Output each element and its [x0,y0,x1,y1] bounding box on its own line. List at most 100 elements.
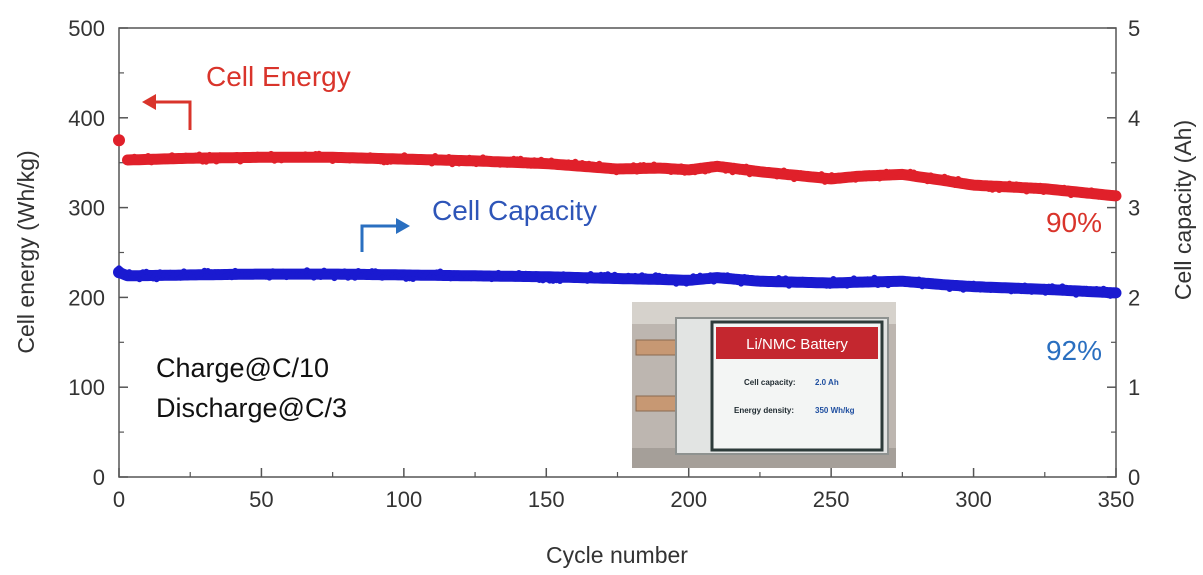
data-point [447,275,454,282]
x-tick-label-50: 50 [249,487,273,512]
data-point [228,274,235,281]
data-point [594,276,601,283]
data-point [630,162,637,169]
left-arrowhead-icon [142,94,156,110]
data-point [919,283,926,290]
data-point [179,156,186,163]
x-tick-label-250: 250 [813,487,850,512]
data-point [777,172,784,179]
data-point [1066,285,1073,292]
right-y-tick-label-1: 1 [1128,375,1140,400]
data-point [527,162,534,169]
left-y-tick-label-300: 300 [68,196,105,221]
data-point [799,276,806,283]
data-point [280,268,287,275]
data-point [686,278,693,285]
data-point [868,278,874,285]
right-y-tick-label-3: 3 [1128,196,1140,221]
data-point [633,168,640,175]
capacity-retention-label: 92% [1046,335,1102,366]
data-point [968,179,975,186]
data-point [410,276,416,282]
battery-density-value: 350 Wh/kg [815,406,855,415]
data-point [437,268,444,275]
data-point [743,163,750,170]
data-point [775,275,782,281]
data-point [707,272,714,279]
data-point [466,154,473,161]
data-point [218,269,225,276]
data-point [271,157,278,164]
data-point [1091,189,1098,196]
data-point [210,154,216,161]
data-point [951,182,958,188]
right-y-tick-label-2: 2 [1128,285,1140,310]
data-point [584,277,591,284]
data-point [379,274,386,281]
left-y-tick-label-100: 100 [68,375,105,400]
data-point [635,277,642,284]
data-point [1097,290,1103,297]
left-y-tick-label-200: 200 [68,285,105,310]
battery-density-label: Energy density: [734,406,794,415]
data-point [146,269,153,276]
data-point [515,270,522,276]
data-point [145,153,152,159]
data-point [1112,191,1119,198]
data-point [703,278,710,284]
data-point [1061,184,1068,191]
data-point [317,274,324,280]
data-point [558,160,565,167]
data-point [1042,289,1049,296]
data-point [341,268,348,275]
data-point [126,269,133,276]
data-point [430,274,437,281]
data-point [398,156,404,163]
initial-data-point [113,266,125,279]
data-point [827,282,833,289]
data-point [512,275,519,282]
data-point [1103,287,1110,294]
right-y-tick-label-0: 0 [1128,465,1140,490]
right-y-tick-label-5: 5 [1128,16,1140,41]
right-arrow-icon [360,224,398,252]
data-point [632,272,639,279]
data-point [370,153,377,160]
x-axis-title: Cycle number [546,542,688,568]
data-point [1037,182,1044,189]
data-point [483,155,490,162]
data-point [351,274,358,281]
data-point [580,273,587,280]
data-point [797,170,804,177]
charge-condition: Charge@C/10 [156,353,329,383]
data-point [307,269,314,276]
data-point [268,150,275,157]
energy-annotation: Cell Energy [206,61,351,92]
data-point [1023,188,1030,195]
data-point [539,277,546,284]
x-tick-label-300: 300 [955,487,992,512]
data-point [885,282,892,289]
data-point [651,161,657,168]
data-point [782,275,789,282]
data-point [504,161,510,168]
data-point [862,175,869,182]
data-point [275,152,281,159]
left-y-tick-label-0: 0 [93,465,105,490]
right-y-tick-label-4: 4 [1128,106,1140,131]
x-tick-label-350: 350 [1098,487,1135,512]
data-point [473,161,480,168]
data-point [779,279,786,286]
data-point [174,270,181,277]
discharge-condition: Discharge@C/3 [156,393,347,423]
data-point [669,275,676,282]
energy-retention-label: 90% [1046,207,1102,238]
data-point [924,178,931,185]
data-point [880,172,886,179]
data-point [1018,288,1025,295]
data-point [1110,287,1117,294]
data-point [495,269,502,276]
data-point [345,274,351,281]
battery-label-title: Li/NMC Battery [746,336,848,353]
